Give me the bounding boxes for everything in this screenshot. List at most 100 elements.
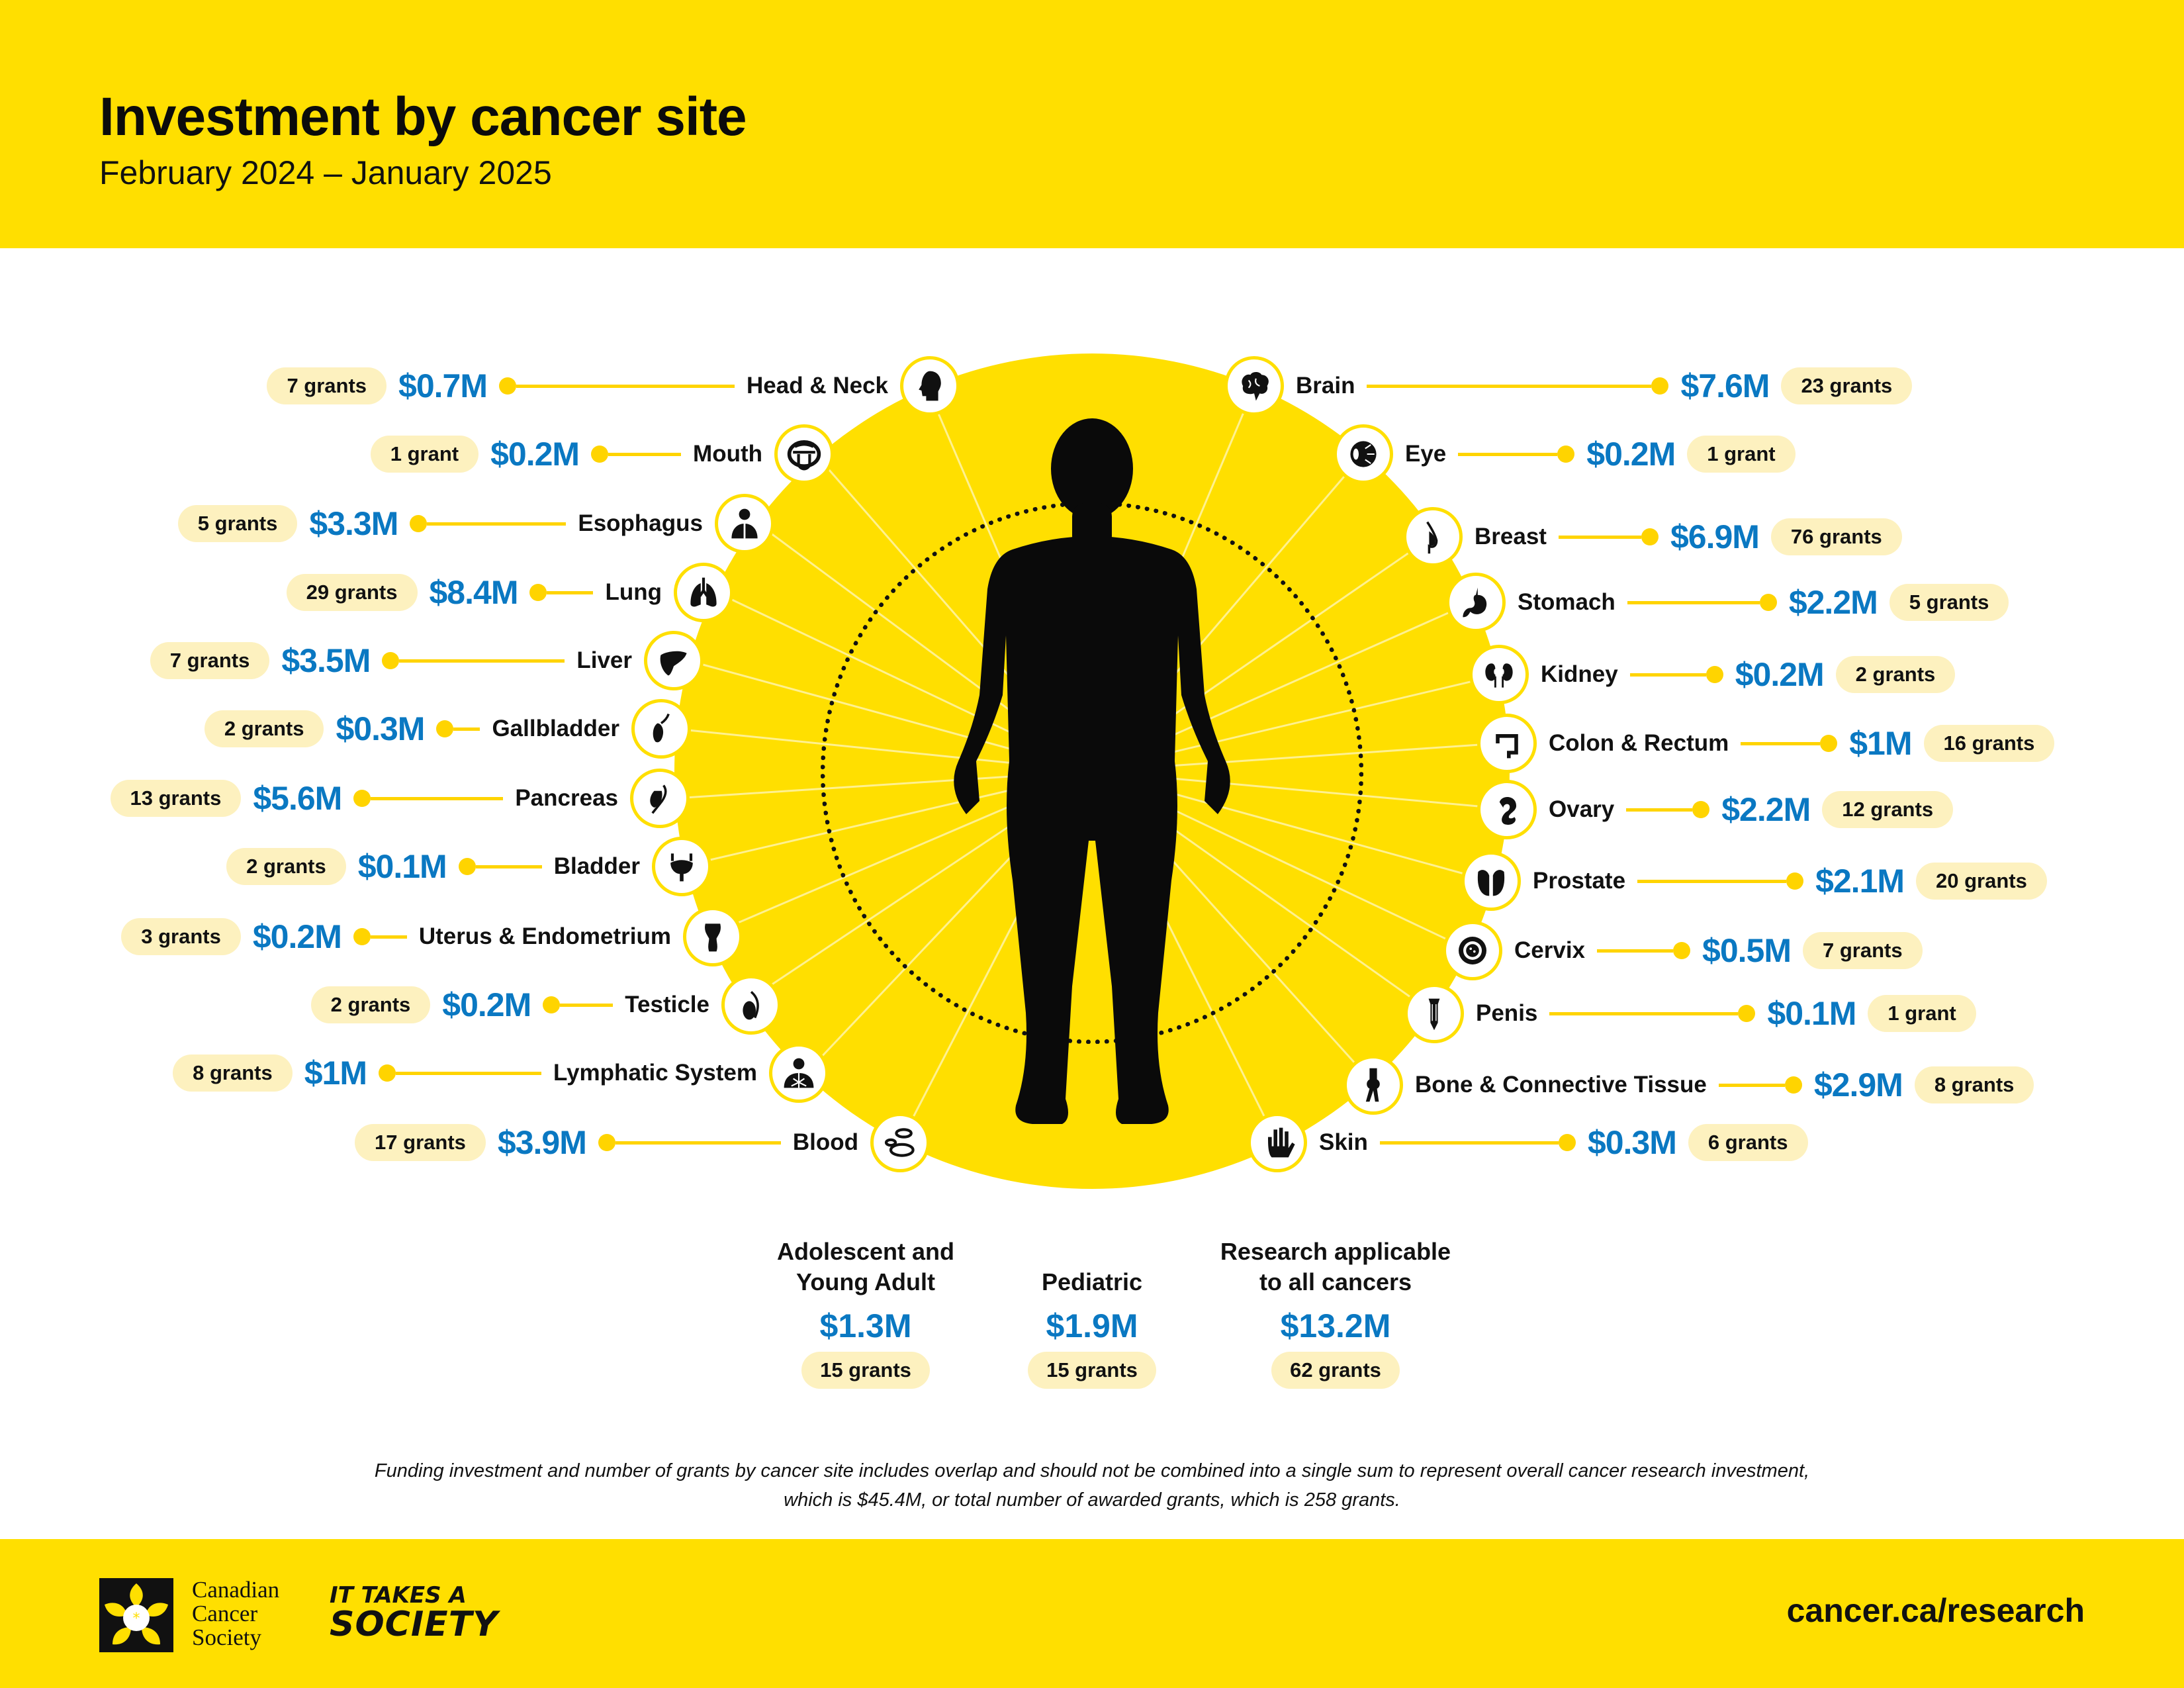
site-row-skin: Skin $0.3M 6 grants (1248, 1113, 1808, 1172)
amount: $0.2M (1586, 436, 1676, 473)
site-label: Cervix (1514, 937, 1586, 963)
site-row-mouth: 1 grant $0.2M Mouth (370, 424, 834, 484)
connector-line (370, 935, 407, 939)
grants-pill: 29 grants (286, 574, 418, 611)
amount: $2.2M (1788, 584, 1878, 621)
site-row-stomach: Stomach $2.2M 5 grants (1446, 573, 2009, 632)
grants-pill: 76 grants (1770, 518, 1902, 555)
site-row-lung: 29 grants $8.4M Lung (286, 563, 733, 622)
site-label: Skin (1319, 1129, 1368, 1155)
site-row-testicle: 2 grants $0.2M Testicle (310, 975, 781, 1035)
connector-dot (1786, 872, 1804, 890)
bladder-icon (652, 837, 711, 896)
connector-line (1549, 1011, 1739, 1015)
site-label: Mouth (693, 441, 762, 467)
amount: $0.3M (336, 710, 425, 747)
site-label: Brain (1296, 373, 1355, 399)
connector-line (1718, 1083, 1785, 1087)
connector-line (475, 865, 542, 868)
grants-pill: 16 grants (1923, 725, 2055, 762)
liver-icon (644, 631, 704, 690)
brain-icon (1224, 356, 1284, 416)
connector-dot (1706, 666, 1723, 683)
lungs-icon (674, 563, 733, 622)
connector-dot (382, 652, 400, 669)
connector-dot (1784, 1076, 1802, 1094)
site-label: Lymphatic System (553, 1060, 757, 1086)
site-label: Lung (605, 579, 662, 605)
grants-pill: 3 grants (121, 918, 241, 955)
connector-dot (1558, 1134, 1576, 1151)
connector-dot (410, 515, 428, 532)
bone-joint-icon (1343, 1055, 1403, 1115)
connector-dot (1820, 735, 1838, 752)
grants-pill: 8 grants (173, 1055, 293, 1092)
connector-dot (499, 377, 517, 395)
site-row-bladder: 2 grants $0.1M Bladder (226, 837, 711, 896)
grants-pill: 7 grants (150, 642, 270, 679)
category-grants-pill: 15 grants (801, 1352, 930, 1389)
connector-dot (1759, 594, 1777, 611)
connector-line (1558, 535, 1641, 539)
category-ayа: Adolescent and Young Adult $1.3M 15 grant… (727, 1237, 1005, 1389)
site-label: Eye (1405, 441, 1447, 467)
amount: $2.2M (1721, 791, 1811, 828)
penis-icon (1404, 984, 1464, 1043)
grants-pill: 13 grants (110, 780, 242, 817)
grants-pill: 2 grants (226, 848, 346, 885)
connector-dot (543, 996, 561, 1013)
site-label: Gallbladder (492, 716, 619, 741)
connector-line (399, 659, 565, 663)
connector-dot (1651, 377, 1669, 395)
site-row-penis: Penis $0.1M 1 grant (1404, 984, 1976, 1043)
footnote: Funding investment and number of grants … (374, 1460, 1810, 1511)
site-row-head-neck: 7 grants $0.7M Head & Neck (267, 356, 960, 416)
category-title: Research applicable to all cancers (1220, 1238, 1451, 1295)
category-grants-pill: 62 grants (1271, 1352, 1400, 1389)
grants-pill: 2 grants (1835, 656, 1956, 693)
site-row-esophagus: 5 grants $3.3M Esophagus (177, 494, 774, 553)
grants-pill: 2 grants (204, 710, 324, 747)
site-label: Testicle (625, 992, 709, 1017)
amount: $0.2M (490, 436, 580, 473)
grants-pill: 17 grants (355, 1124, 486, 1161)
esophagus-icon (715, 494, 774, 553)
amount: $0.2M (1735, 656, 1825, 693)
amount: $2.1M (1815, 863, 1905, 900)
prostate-icon (1461, 851, 1521, 911)
grants-pill: 7 grants (267, 367, 387, 404)
category-pediatric: Pediatric $1.9M 15 grants (953, 1237, 1231, 1389)
category-grants-pill: 15 grants (1028, 1352, 1156, 1389)
grants-pill: 5 grants (1889, 584, 2009, 621)
connector-line (1741, 741, 1821, 745)
category-title: Pediatric (1041, 1268, 1143, 1295)
site-label: Blood (792, 1129, 858, 1155)
colon-icon (1477, 714, 1537, 773)
connector-line (1458, 452, 1558, 456)
category-amount: $13.2M (1280, 1307, 1391, 1344)
grants-pill: 1 grant (1687, 436, 1796, 473)
amount: $0.2M (442, 986, 531, 1023)
website-link[interactable]: cancer.ca/research (1786, 1592, 2085, 1629)
connector-line (1629, 673, 1706, 677)
amount: $3.9M (497, 1124, 587, 1161)
amount: $0.5M (1702, 932, 1792, 969)
ovary-icon (1477, 780, 1537, 839)
connector-dot (1692, 801, 1710, 818)
site-label: Penis (1476, 1000, 1538, 1026)
connector-dot (1641, 528, 1659, 545)
site-row-blood: 17 grants $3.9M Blood (355, 1113, 930, 1172)
grants-pill: 5 grants (177, 505, 298, 542)
connector-dot (1673, 942, 1691, 959)
org-name: Canadian Cancer Society (192, 1577, 280, 1650)
grants-pill: 2 grants (310, 986, 431, 1023)
amount: $3.3M (309, 505, 398, 542)
category-amount: $1.9M (1046, 1307, 1138, 1344)
grants-pill: 8 grants (1914, 1066, 2034, 1103)
amount: $0.2M (252, 918, 342, 955)
gallbladder-icon (631, 699, 691, 759)
grants-pill: 6 grants (1688, 1124, 1808, 1161)
site-row-pancreas: 13 grants $5.6M Pancreas (110, 769, 690, 828)
connector-line (608, 452, 682, 456)
grants-pill: 7 grants (1803, 932, 1923, 969)
